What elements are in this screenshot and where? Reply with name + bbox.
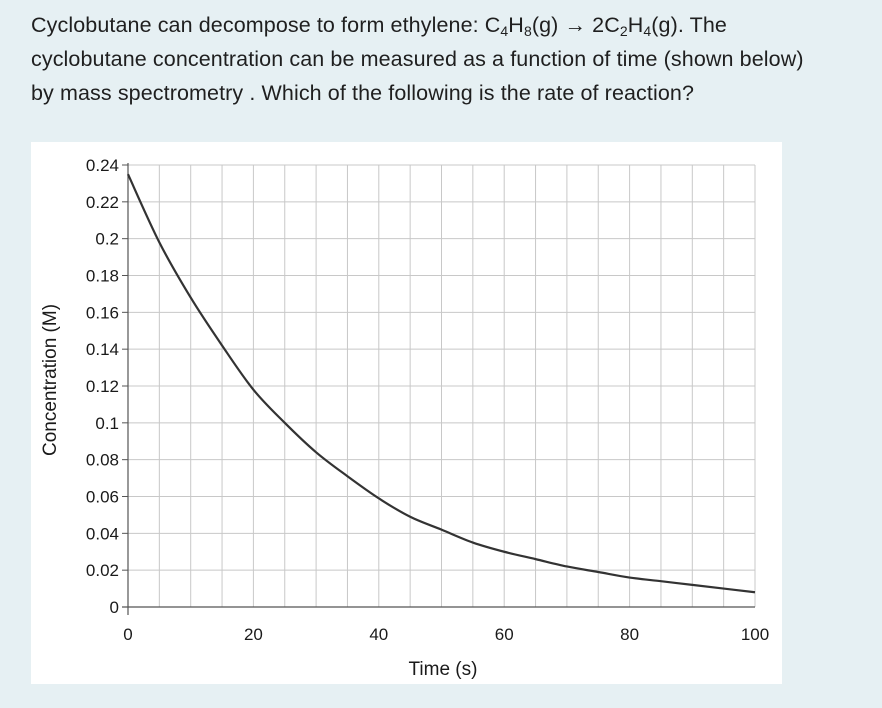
x-tick-label: 80 (620, 625, 639, 644)
x-tick-label: 40 (369, 625, 388, 644)
x-tick-label: 0 (123, 625, 132, 644)
question-line-3: by mass spectrometry . Which of the foll… (31, 81, 695, 105)
y-tick-label: 0.2 (95, 230, 119, 249)
question-line-1: Cyclobutane can decompose to form ethyle… (31, 13, 727, 39)
y-tick-label: 0.06 (86, 488, 119, 507)
y-tick-label: 0.14 (86, 340, 119, 359)
question-text: Cyclobutane can decompose to form ethyle… (31, 8, 861, 110)
y-tick-labels: 0 0.02 0.04 0.06 0.08 0.1 0.12 0.14 0.16 0.18 0.2 0… (86, 156, 119, 617)
y-tick-label: 0 (110, 598, 119, 617)
concentration-time-chart: 0 0.02 0.04 0.06 0.08 0.1 0.12 0.14 0.16 0.18 0.2 0… (40, 156, 769, 680)
y-tick-label: 0.08 (86, 451, 119, 470)
y-tick-label: 0.16 (86, 303, 119, 322)
x-axis-label: Time (s) (409, 659, 478, 680)
chart-axes (122, 163, 755, 615)
y-axis-label: Concentration (M) (40, 304, 61, 456)
y-tick-label: 0.12 (86, 377, 119, 396)
y-tick-label: 0.04 (86, 524, 119, 543)
x-tick-labels: 0 20 40 60 80 100 (123, 625, 769, 644)
x-tick-label: 100 (741, 625, 769, 644)
chart-panel: 0 0.02 0.04 0.06 0.08 0.1 0.12 0.14 0.16 0.18 0.2 0… (31, 142, 782, 684)
series-line (127, 173, 756, 594)
y-tick-label: 0.02 (86, 561, 119, 580)
y-tick-label: 0.18 (86, 267, 119, 286)
question-line-2: cyclobutane concentration can be measure… (31, 47, 804, 71)
y-tick-label: 0.24 (86, 156, 119, 175)
chart-grid (127, 164, 756, 608)
y-tick-label: 0.1 (95, 414, 119, 433)
x-tick-label: 60 (495, 625, 514, 644)
chart-series (127, 173, 756, 594)
x-tick-label: 20 (244, 625, 263, 644)
y-tick-label: 0.22 (86, 193, 119, 212)
